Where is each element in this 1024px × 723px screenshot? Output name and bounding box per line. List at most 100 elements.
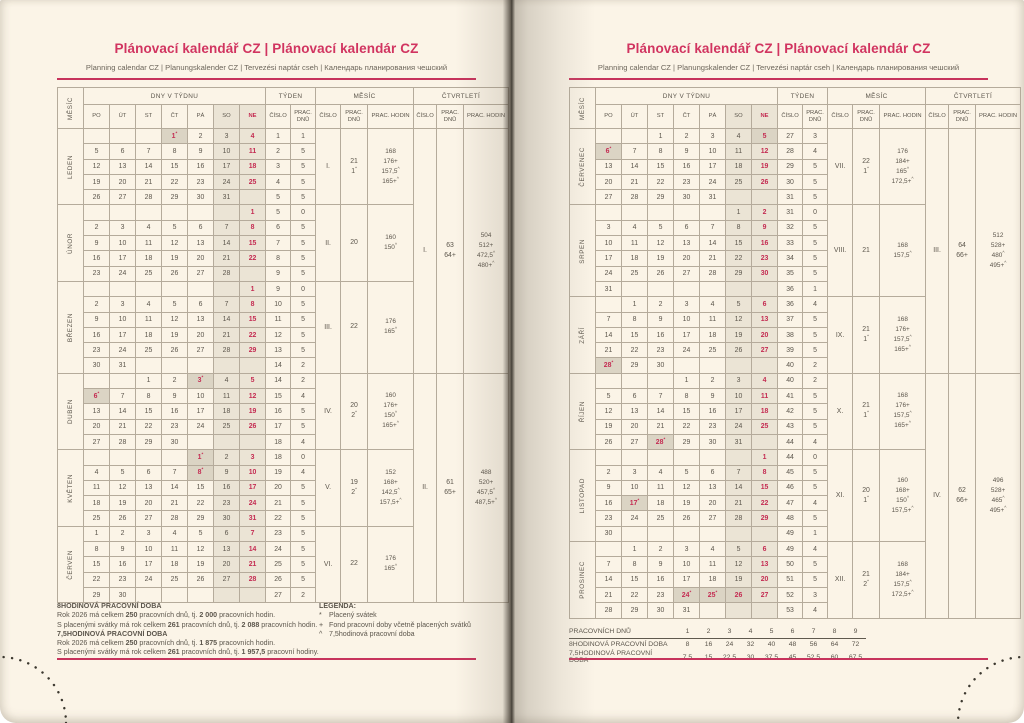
day-cell: [238, 357, 267, 374]
week-workdays-cell: 0: [802, 204, 829, 221]
week-row: PROSINEC 1 2 3 4 5 6 49 4 XII. 21 2* 168 184+ 157,5^ 17…: [569, 541, 1021, 619]
month-workhours-cell: 160 176+ 150^ 165+^: [367, 372, 415, 451]
day-cell: 7: [699, 219, 726, 237]
month-workhours-cell: 168 184+ 157,5^ 172,5+^: [879, 541, 927, 619]
day-cell: 17: [213, 158, 240, 175]
day-cell: 14: [109, 403, 136, 420]
week-number-cell: 17: [265, 418, 292, 435]
day-cell: 5: [161, 296, 188, 313]
day-cell: 3: [109, 296, 136, 313]
month-name-label: KVĚTEN: [57, 449, 84, 527]
day-cell: [187, 357, 214, 374]
day-cell: 20: [621, 418, 648, 435]
day-cell: 9: [187, 143, 214, 160]
day-cell: 9: [161, 388, 188, 405]
subcolumn-header: ČÍSLO: [925, 104, 950, 129]
day-cell: 15: [238, 235, 267, 252]
day-cell: 5: [725, 296, 752, 313]
day-cell: 16: [187, 158, 214, 175]
day-cell: 20: [595, 173, 622, 191]
day-cell: 19: [595, 418, 622, 435]
day-cell: [595, 204, 622, 221]
days-of-week-group-header: DNY V TÝDNU: [82, 87, 267, 105]
quarter-workdays-cell: 63 64+: [436, 128, 465, 374]
day-cell: [699, 204, 726, 221]
day-cell: 14: [595, 571, 622, 588]
day-cell: 19: [109, 495, 136, 512]
week-number-cell: 5: [265, 204, 292, 221]
worktable-header-value: 5: [761, 627, 782, 639]
week-workdays-cell: 5: [290, 571, 317, 588]
worktable-row-label: 7,5HODINOVÁ PRACOVNÍ DOBA: [569, 650, 653, 664]
day-cell: [673, 449, 700, 466]
day-cell: [187, 433, 214, 451]
quarter-workhours-cell: 488 520+ 457,5^ 487,5+^: [463, 372, 510, 604]
legend-item: ^ 7,5hodinová pracovní doba: [319, 630, 476, 639]
day-cell: 24: [213, 173, 240, 191]
worktable-header-row: PRACOVNÍCH DNŮ 1 2 3 4 5 6 7 8 9: [569, 627, 866, 639]
day-of-week-header: PÁ: [187, 104, 214, 129]
week-number-cell: 53: [777, 602, 804, 619]
day-cell: 27: [83, 433, 110, 451]
day-cell: 3: [109, 219, 136, 237]
week-row: ČERVEN 1 2 3 4 5 6 7 23 5 VI. 22 176 165^: [57, 525, 509, 604]
day-cell: 13: [213, 541, 240, 558]
week-row: 27 28 29 30 18 4: [58, 433, 509, 451]
day-cell: [621, 127, 648, 145]
day-cell: [109, 449, 136, 466]
day-cell: 20: [135, 495, 162, 512]
day-cell: 21: [109, 418, 136, 435]
day-of-week-header: PÁ: [699, 104, 726, 129]
day-cell: [135, 449, 162, 466]
day-cell: 31: [595, 280, 622, 298]
week-number-cell: 27: [265, 586, 292, 604]
day-cell: 25: [161, 571, 188, 588]
day-of-week-header: ÚT: [621, 104, 648, 129]
week-workdays-cell: 0: [290, 280, 317, 298]
day-cell: 15: [83, 556, 110, 573]
day-cell: [725, 189, 752, 206]
day-cell: [213, 280, 240, 298]
week-workdays-cell: 4: [802, 541, 829, 558]
day-cell: 9: [673, 143, 700, 160]
week-row: 9 10 11 12 13 14 15 7 5: [58, 235, 509, 252]
day-cell: 25: [725, 173, 752, 191]
week-workdays-cell: 5: [802, 510, 829, 527]
month-workdays-cell: 21 1*: [340, 127, 369, 206]
week-number-cell: 47: [777, 495, 804, 512]
day-cell: 22: [187, 495, 214, 512]
day-cell: 8*: [187, 464, 214, 481]
day-cell: 22: [647, 173, 674, 191]
page-subtitle: Planning calendar CZ | Planungskalender …: [597, 63, 960, 72]
day-cell: 29: [83, 586, 110, 604]
quarter-workhours-cell: 504 512+ 472,5^ 480+^: [463, 128, 510, 374]
title-rule: [57, 78, 476, 80]
day-cell: 26: [83, 189, 110, 206]
week-workdays-cell: 5: [802, 189, 829, 206]
day-cell: 6: [621, 388, 648, 405]
week-workdays-cell: 4: [802, 433, 829, 451]
month-number-cell: VII.: [827, 127, 854, 206]
planning-table-jan-jun: MĚSÍC DNY V TÝDNU TÝDEN MĚSÍC ČTVRTLETÍ PO ÚT S…: [57, 87, 510, 604]
month-workdays-cell: 22: [340, 525, 369, 604]
day-cell: 20: [213, 556, 240, 573]
worktable-header-value: 3: [719, 627, 740, 639]
day-cell: 29: [673, 433, 700, 451]
day-cell: 11: [135, 311, 162, 328]
day-cell: 9: [595, 479, 622, 497]
week-number-cell: 43: [777, 418, 804, 435]
legend-symbol: +: [319, 620, 324, 629]
day-cell: 19: [238, 403, 267, 420]
day-cell: [595, 372, 622, 390]
week-workdays-cell: 5: [802, 418, 829, 435]
day-cell: 14: [213, 311, 240, 328]
day-cell: 7: [621, 143, 648, 160]
day-cell: 29: [725, 265, 752, 282]
day-cell: 22: [621, 342, 648, 359]
week-row: ŘÍJEN 1 2 3 4 40 2 X. 21 1* 168 176+ 157,5^ 165+^ IV. 6…: [569, 372, 1022, 619]
day-cell: 30: [699, 433, 726, 451]
week-workdays-cell: 5: [802, 479, 829, 497]
day-cell: 9: [647, 556, 674, 573]
month-number-cell: IX.: [827, 296, 854, 374]
month-name-label: ČERVEN: [57, 525, 84, 604]
